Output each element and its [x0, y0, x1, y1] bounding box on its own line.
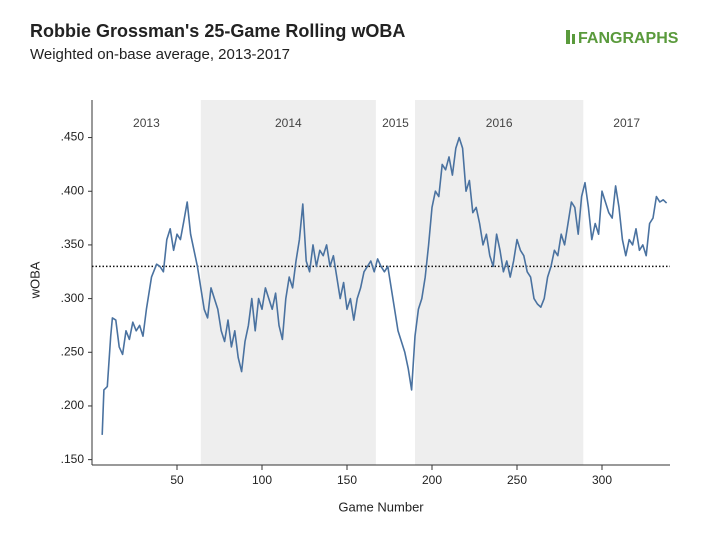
- y-tick-label: .300: [61, 291, 85, 305]
- season-label: 2013: [133, 116, 160, 130]
- data-line: [101, 136, 668, 435]
- logo-icon: [566, 30, 570, 44]
- y-axis-title: wOBA: [27, 261, 42, 299]
- season-label: 2016: [486, 116, 513, 130]
- y-tick-label: .350: [61, 237, 85, 251]
- season-label: 2017: [613, 116, 640, 130]
- y-tick-label: .400: [61, 183, 85, 197]
- x-tick-label: 150: [337, 473, 357, 487]
- x-tick-label: 200: [422, 473, 442, 487]
- logo: FANGRAPHS: [566, 30, 679, 47]
- chart-subtitle: Weighted on-base average, 2013-2017: [30, 46, 290, 63]
- season-label: 2015: [382, 116, 409, 130]
- x-tick-label: 250: [507, 473, 527, 487]
- season-band: [415, 100, 584, 465]
- x-tick-label: 50: [170, 473, 184, 487]
- chart-title: Robbie Grossman's 25-Game Rolling wOBA: [30, 21, 405, 41]
- x-tick-label: 300: [592, 473, 612, 487]
- x-tick-label: 100: [252, 473, 272, 487]
- logo-text: FANGRAPHS: [578, 30, 679, 47]
- logo-icon: [572, 34, 575, 44]
- y-tick-label: .450: [61, 130, 85, 144]
- y-tick-label: .200: [61, 398, 85, 412]
- season-label: 2014: [275, 116, 302, 130]
- y-tick-label: .250: [61, 344, 85, 358]
- x-axis-title: Game Number: [338, 499, 424, 514]
- y-tick-label: .150: [61, 452, 85, 466]
